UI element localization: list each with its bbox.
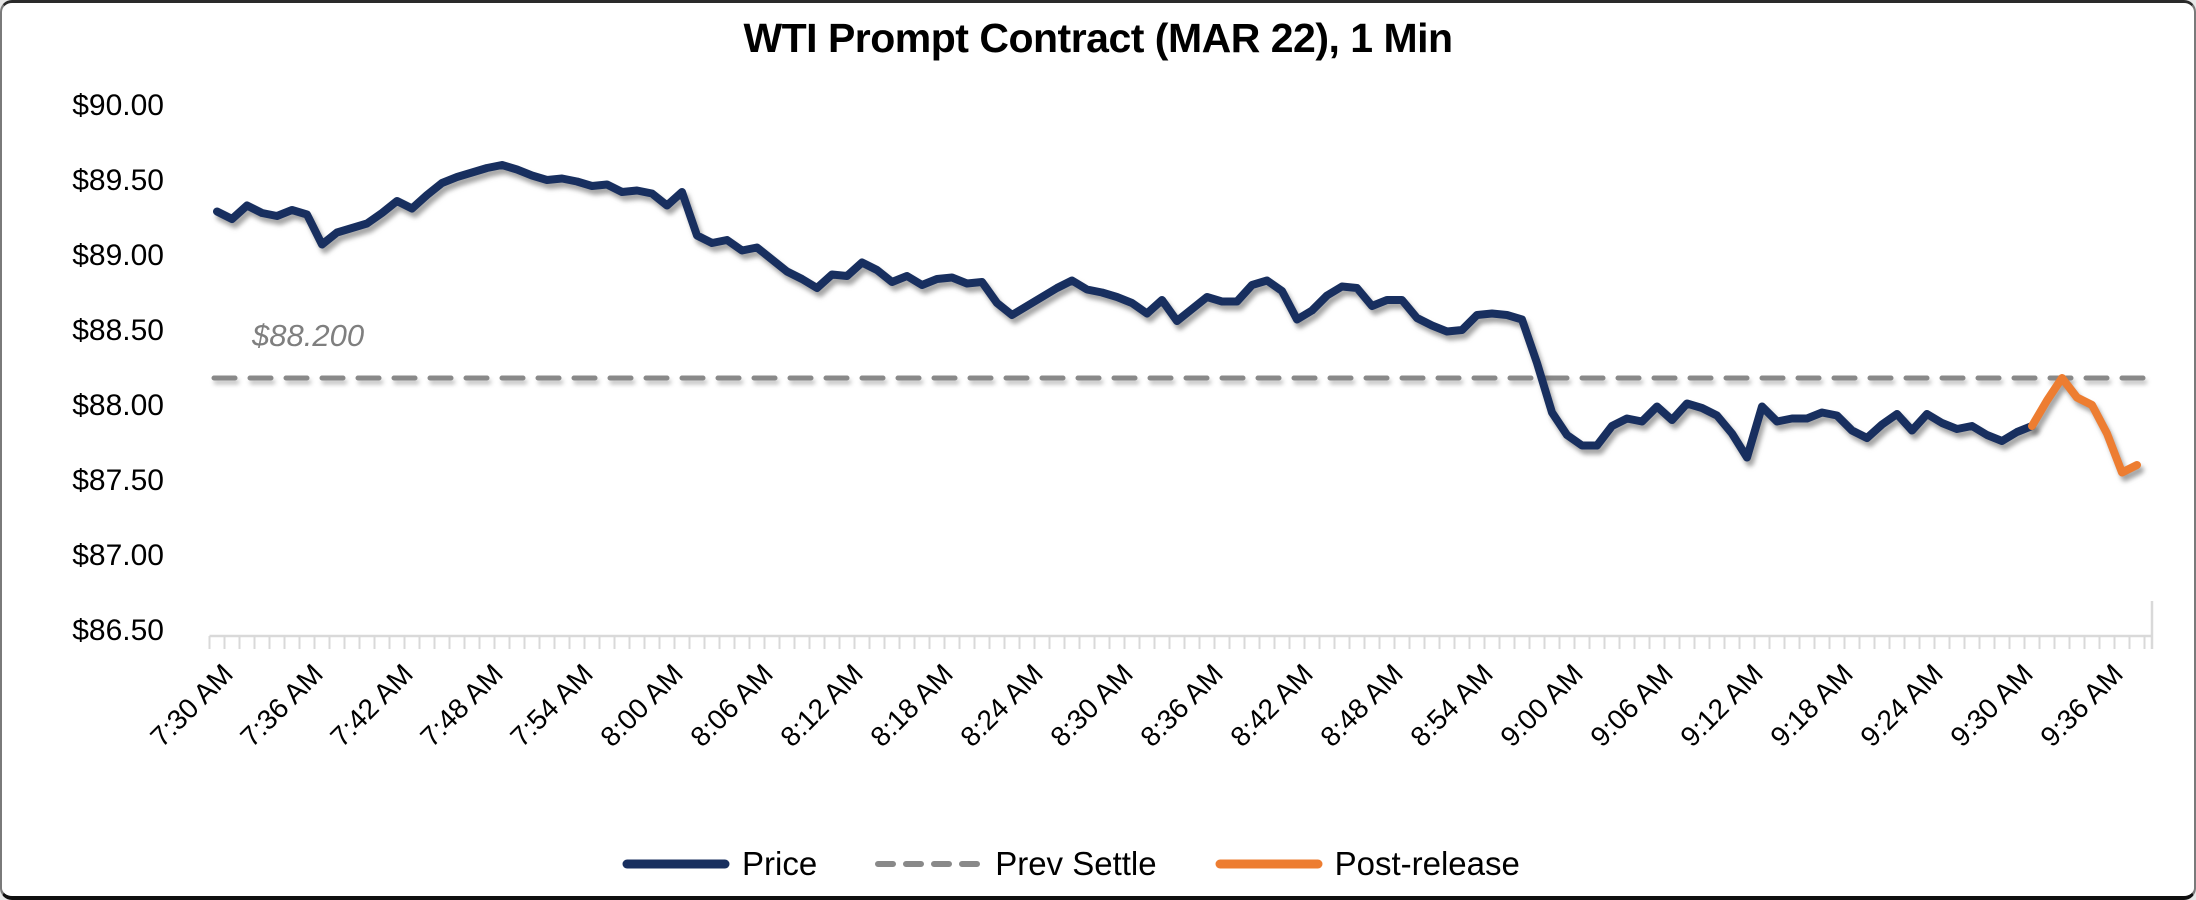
legend-item-price: Price bbox=[620, 845, 817, 883]
y-tick-label: $87.00 bbox=[72, 539, 164, 572]
plot-area bbox=[208, 161, 2154, 649]
post-release-line-swatch-icon bbox=[1215, 859, 1323, 869]
y-tick-label: $90.00 bbox=[72, 89, 164, 122]
legend: Price Prev Settle Post-release bbox=[620, 845, 1520, 883]
y-tick-label: $88.00 bbox=[72, 389, 164, 422]
y-tick-label: $89.00 bbox=[72, 239, 164, 272]
price-line-swatch-icon bbox=[622, 859, 730, 869]
legend-label-prev-settle: Prev Settle bbox=[995, 845, 1157, 882]
prev-settle-dashed-swatch-icon bbox=[875, 861, 986, 867]
chart-title: WTI Prompt Contract (MAR 22), 1 Min bbox=[743, 15, 1453, 61]
legend-item-post-release: Post-release bbox=[1213, 845, 1520, 883]
y-tick-label: $89.50 bbox=[72, 164, 164, 197]
post-release-line bbox=[2028, 374, 2141, 477]
axis-ticks bbox=[208, 636, 2146, 649]
legend-label-price: Price bbox=[742, 845, 818, 882]
legend-label-post-release: Post-release bbox=[1334, 845, 1520, 882]
legend-item-prev-settle: Prev Settle bbox=[873, 845, 1157, 883]
y-tick-label: $87.50 bbox=[72, 464, 164, 497]
prev-settle-annotation: $88.200 bbox=[252, 318, 365, 353]
price-line bbox=[213, 161, 2036, 462]
y-tick-label: $86.50 bbox=[72, 614, 164, 647]
y-tick-label: $88.50 bbox=[72, 314, 164, 347]
